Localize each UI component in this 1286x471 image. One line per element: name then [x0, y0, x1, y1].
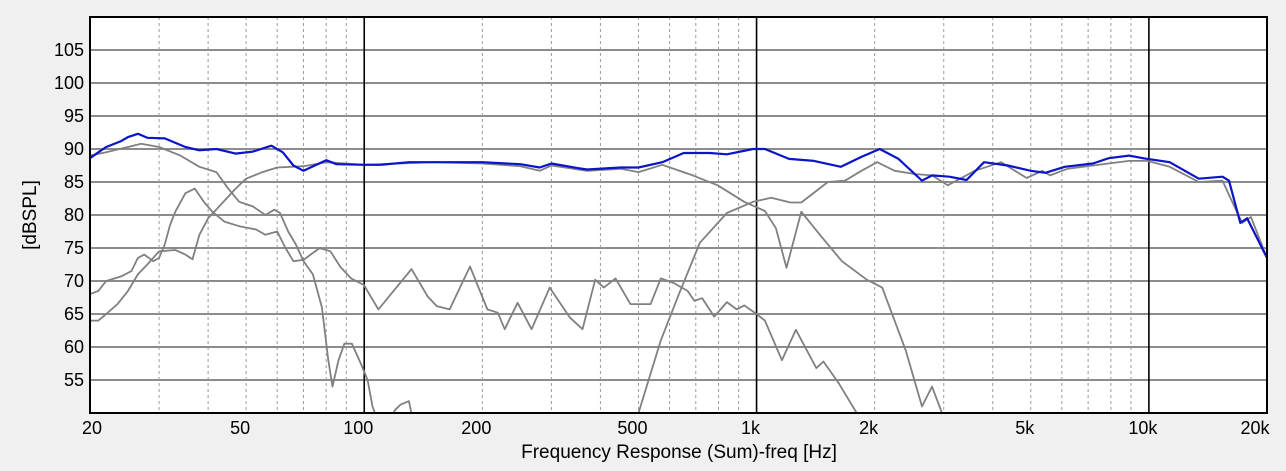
y-tick-label: 80 — [64, 205, 84, 225]
series-line-1 — [90, 187, 858, 413]
y-tick-label: 65 — [64, 304, 84, 324]
y-tick-label: 85 — [64, 172, 84, 192]
y-tick-label: 90 — [64, 139, 84, 159]
y-tick-label: 60 — [64, 337, 84, 357]
series-line-3 — [637, 159, 1267, 413]
x-tick-label: 10k — [1128, 418, 1158, 438]
y-tick-label: 105 — [54, 40, 84, 60]
x-tick-label: 5k — [1015, 418, 1035, 438]
x-tick-label: 20k — [1240, 418, 1270, 438]
x-axis-ticks: 20 50 100 200 500 1k 2k 5k 10k 20k — [82, 418, 1271, 438]
curves — [90, 132, 1267, 413]
x-tick-label: 200 — [461, 418, 491, 438]
x-tick-label: 20 — [82, 418, 102, 438]
series-line-sum — [90, 132, 1267, 259]
y-axis-title: [dBSPL] — [20, 180, 41, 250]
x-tick-label: 50 — [230, 418, 250, 438]
x-tick-label: 100 — [343, 418, 373, 438]
series-line-2 — [90, 161, 943, 413]
x-tick-label: 500 — [617, 418, 647, 438]
grid — [90, 17, 1267, 413]
x-tick-label: 2k — [859, 418, 879, 438]
series-line-0 — [90, 142, 413, 413]
y-tick-label: 55 — [64, 370, 84, 390]
y-tick-label: 95 — [64, 106, 84, 126]
y-tick-label: 70 — [64, 271, 84, 291]
y-tick-label: 100 — [54, 73, 84, 93]
y-tick-label: 75 — [64, 238, 84, 258]
plot-border — [89, 16, 1268, 414]
x-tick-label: 1k — [741, 418, 761, 438]
x-axis-title: Frequency Response (Sum)-freq [Hz] — [521, 442, 837, 463]
y-axis-ticks: 55 60 65 70 75 80 85 90 95 100 105 — [54, 40, 84, 390]
